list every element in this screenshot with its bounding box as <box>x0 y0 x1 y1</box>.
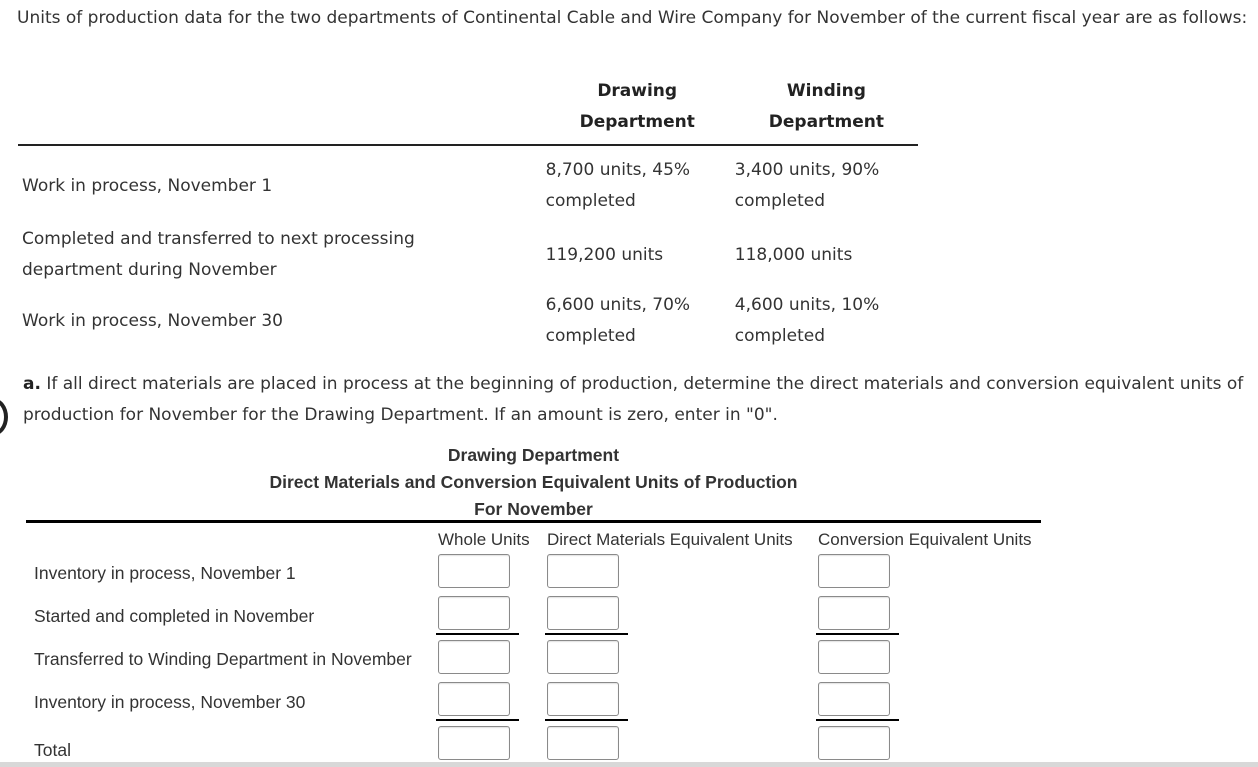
header-blank <box>18 76 540 145</box>
row-label: Work in process, November 1 <box>22 175 273 196</box>
drawing-value: 8,700 units, 45% completed <box>545 160 691 211</box>
whole-units-input-started-completed[interactable] <box>438 596 510 630</box>
whole-units-input-total[interactable] <box>438 726 510 760</box>
direct-materials-input-started-completed[interactable] <box>547 596 619 630</box>
conversion-input-started-completed[interactable] <box>818 596 890 630</box>
direct-materials-input-transferred[interactable] <box>547 640 619 674</box>
row-label-total: Total <box>34 740 71 760</box>
row-label-started-completed: Started and completed in November <box>34 606 315 626</box>
winding-value: 118,000 units <box>734 244 853 265</box>
subtotal-rule <box>816 633 899 635</box>
subtotal-rule <box>436 633 519 635</box>
page-bottom-edge <box>0 762 1258 767</box>
worksheet-period: For November <box>474 499 593 519</box>
column-header-whole-units: Whole Units <box>438 530 530 549</box>
table-row: Work in process, November 30 6,600 units… <box>18 286 918 356</box>
production-data-table: Drawing Department Winding Department Wo… <box>18 76 918 356</box>
table-row: Work in process, November 1 8,700 units,… <box>18 145 918 224</box>
drawing-value: 119,200 units <box>545 244 664 265</box>
intro-paragraph: Units of production data for the two dep… <box>17 8 1248 28</box>
conversion-input-inventory-nov-1[interactable] <box>818 554 890 588</box>
question-a: a. If all direct materials are placed in… <box>23 369 1255 431</box>
conversion-input-total[interactable] <box>818 726 890 760</box>
direct-materials-input-total[interactable] <box>547 726 619 760</box>
winding-value: 3,400 units, 90% completed <box>734 160 880 211</box>
worksheet-title: Drawing Department <box>447 445 620 465</box>
side-indicator-icon <box>0 398 8 436</box>
header-row: Drawing Department Winding Department <box>18 76 918 145</box>
table-row: Completed and transferred to next proces… <box>18 224 918 286</box>
subtotal-rule <box>545 719 628 721</box>
question-text: If all direct materials are placed in pr… <box>23 374 1244 425</box>
drawing-value: 6,600 units, 70% completed <box>545 295 691 346</box>
header-drawing-department: Drawing Department <box>579 81 695 132</box>
column-header-conversion: Conversion Equivalent Units <box>818 530 1032 549</box>
whole-units-input-inventory-nov-30[interactable] <box>438 682 510 716</box>
direct-materials-input-inventory-nov-1[interactable] <box>547 554 619 588</box>
direct-materials-input-inventory-nov-30[interactable] <box>547 682 619 716</box>
subtotal-rule <box>545 633 628 635</box>
row-label-inventory-nov-1: Inventory in process, November 1 <box>34 563 296 583</box>
row-label: Completed and transferred to next proces… <box>22 229 415 280</box>
row-label-transferred: Transferred to Winding Department in Nov… <box>34 649 412 669</box>
subtotal-rule <box>816 719 899 721</box>
subtotal-rule <box>436 719 519 721</box>
winding-value: 4,600 units, 10% completed <box>734 295 880 346</box>
header-winding-department: Winding Department <box>768 81 885 132</box>
whole-units-input-transferred[interactable] <box>438 640 510 674</box>
whole-units-input-inventory-nov-1[interactable] <box>438 554 510 588</box>
column-header-direct-materials: Direct Materials Equivalent Units <box>547 530 793 549</box>
worksheet-header-rule <box>26 520 1041 523</box>
conversion-input-transferred[interactable] <box>818 640 890 674</box>
worksheet-subtitle: Direct Materials and Conversion Equivale… <box>269 472 798 492</box>
conversion-input-inventory-nov-30[interactable] <box>818 682 890 716</box>
row-label: Work in process, November 30 <box>22 310 283 331</box>
row-label-inventory-nov-30: Inventory in process, November 30 <box>34 692 306 712</box>
question-letter: a. <box>23 374 41 394</box>
